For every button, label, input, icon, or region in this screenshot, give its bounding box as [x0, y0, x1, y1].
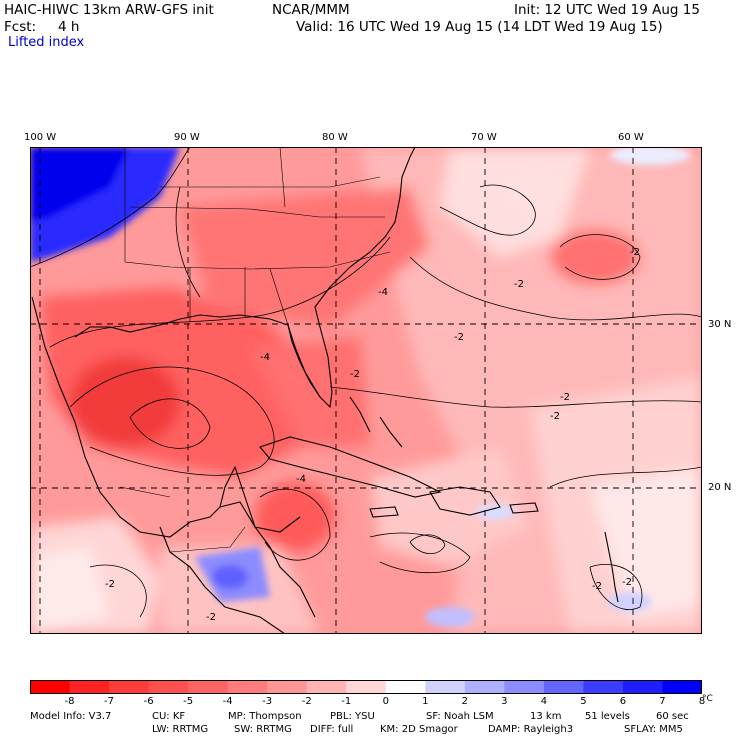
model-info-pbl: PBL: YSU: [330, 711, 375, 722]
contour-label: -2: [350, 369, 360, 380]
colorbar-bin: [622, 680, 663, 694]
model-info-damp: DAMP: Rayleigh3: [488, 724, 574, 735]
contour-label: -2: [630, 247, 640, 258]
colorbar-tick-label: -1: [341, 696, 352, 707]
stable-areas: [30, 147, 690, 627]
colorbar-tick-label: -7: [104, 696, 115, 707]
org-label: NCAR/MMM: [272, 2, 350, 18]
colorbar-bin: [425, 680, 466, 694]
contour-label: -2: [622, 577, 632, 588]
colorbar-bin: [69, 680, 110, 694]
colorbar-tick-label: 1: [422, 696, 429, 707]
model-info-sflay: SFLAY: MM5: [624, 724, 683, 735]
lon-label-70w: 70 W: [471, 132, 497, 143]
contour-label: -2: [560, 392, 570, 403]
colorbar-tick-label: -4: [222, 696, 233, 707]
valid-time: Valid: 16 UTC Wed 19 Aug 15 (14 LDT Wed …: [296, 19, 663, 35]
colorbar-bin: [346, 680, 387, 694]
contour-label: -4: [260, 352, 270, 363]
colorbar-bin: [227, 680, 268, 694]
contour-label: -2: [454, 332, 464, 343]
contour-label: -2: [550, 411, 560, 422]
forecast-hour: 4 h: [58, 19, 80, 35]
lifted-index-contours: [30, 147, 702, 618]
model-info-timestep: 60 sec: [656, 711, 689, 722]
contour-label: -2: [206, 612, 216, 623]
contour-label: -2: [514, 279, 524, 290]
lon-label-100w: 100 W: [24, 132, 57, 143]
colorbar-tick-label: -6: [143, 696, 154, 707]
model-info-res: 13 km: [530, 711, 562, 722]
colorbar-bin: [109, 680, 150, 694]
colorbar-bin: [267, 680, 308, 694]
model-info-diff: DIFF: full: [310, 724, 354, 735]
colorbar-tick-label: -8: [64, 696, 75, 707]
colorbar-bin: [464, 680, 505, 694]
forecast-label: Fcst:: [4, 19, 37, 35]
model-info-km: KM: 2D Smagor: [380, 724, 458, 735]
colorbar-bin: [385, 680, 426, 694]
model-info-mp: MP: Thompson: [228, 711, 302, 722]
lon-label-80w: 80 W: [322, 132, 348, 143]
colorbar: [30, 680, 702, 694]
colorbar-bin: [543, 680, 584, 694]
colorbar-tick-label: 5: [580, 696, 587, 707]
contour-labels: -4 -4 -4 -2 -2 -2 -2 -2 -2 -2 -2 -2 -2: [105, 247, 640, 623]
colorbar-tick-label: -2: [301, 696, 312, 707]
colorbar-bin: [583, 680, 624, 694]
model-title: HAIC-HIWC 13km ARW-GFS init: [4, 2, 214, 18]
lat-label-20n: 20 N: [708, 482, 732, 493]
colorbar-bin: [188, 680, 229, 694]
model-info-sf: SF: Noah LSM: [426, 711, 494, 722]
map-frame: [30, 147, 702, 634]
colorbar-tick-label: 8: [698, 696, 706, 707]
colorbar-bin: [30, 680, 71, 694]
contour-label: -4: [378, 287, 388, 298]
borders: [119, 147, 391, 553]
colorbar-bin: [662, 680, 702, 694]
field-name: Lifted index: [8, 35, 85, 50]
colorbar-unit: °C: [702, 694, 713, 704]
colorbar-tick-label: 2: [461, 696, 468, 707]
model-info-sw: SW: RRTMG: [234, 724, 292, 735]
model-info-version: Model Info: V3.7: [30, 711, 112, 722]
lifted-index-map: -4 -4 -4 -2 -2 -2 -2 -2 -2 -2 -2 -2 -2: [30, 147, 702, 634]
model-info-lw: LW: RRTMG: [152, 724, 209, 735]
contour-label: -2: [105, 579, 115, 590]
model-info-levels: 51 levels: [585, 711, 630, 722]
colorbar-frame: [30, 680, 702, 694]
colorbar-tick-label: 7: [659, 696, 666, 707]
lon-label-60w: 60 W: [618, 132, 644, 143]
colorbar-bin: [306, 680, 347, 694]
contour-label: -2: [592, 581, 602, 592]
colorbar-tick-label: 6: [619, 696, 627, 707]
colorbar-bin: [148, 680, 189, 694]
init-time: Init: 12 UTC Wed 19 Aug 15: [514, 2, 700, 18]
colorbar-tick-label: -5: [183, 696, 194, 707]
model-info-cu: CU: KF: [152, 711, 186, 722]
colorbar-tick-label: 3: [501, 696, 508, 707]
lon-label-90w: 90 W: [174, 132, 200, 143]
contour-label: -4: [296, 474, 306, 485]
colorbar-tick-label: 0: [382, 696, 389, 707]
field-shading: [30, 147, 702, 634]
lat-label-30n: 30 N: [708, 319, 732, 330]
colorbar-bin: [504, 680, 545, 694]
colorbar-tick-label: -3: [262, 696, 273, 707]
graticule: [30, 147, 702, 634]
colorbar-tick-label: 4: [540, 696, 548, 707]
